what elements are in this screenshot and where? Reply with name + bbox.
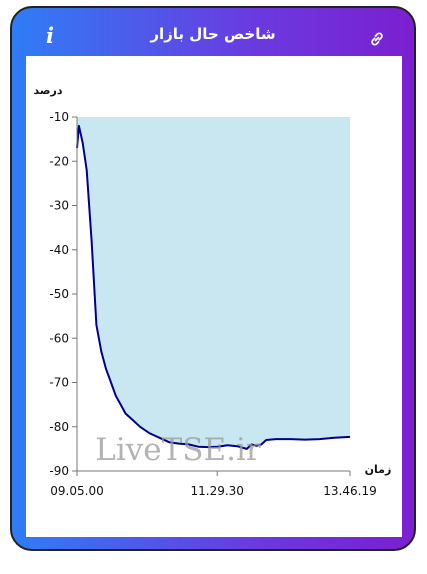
x-axis-label: زمان — [365, 463, 392, 476]
y-tick-label: -10 — [49, 110, 69, 124]
watermark: LiveTSE.ir — [95, 432, 261, 468]
y-tick-label: -70 — [49, 376, 69, 390]
widget-header: i شاخص حال بازار — [12, 8, 414, 58]
widget-card: i شاخص حال بازار -10 -20 -30 -40 -50 -60 -70 -8… — [10, 6, 416, 551]
x-tick-label: 11.29.30 — [191, 484, 244, 498]
y-tick-label: -50 — [49, 287, 69, 301]
y-tick-label: -20 — [49, 154, 69, 168]
y-tick-label: -60 — [49, 331, 69, 345]
y-tick-label: -80 — [49, 420, 69, 434]
series-area-fill — [77, 117, 350, 449]
link-icon[interactable] — [368, 30, 386, 48]
y-tick-label: -40 — [49, 243, 69, 257]
chart-panel: -10 -20 -30 -40 -50 -60 -70 -80 -90 09.05.00 11.29… — [26, 56, 402, 537]
info-icon[interactable]: i — [46, 23, 54, 48]
y-tick-label: -30 — [49, 199, 69, 213]
widget-title: شاخص حال بازار — [150, 25, 276, 43]
market-index-chart: -10 -20 -30 -40 -50 -60 -70 -80 -90 09.05.00 11.29… — [34, 84, 392, 498]
y-axis-label: درصد — [34, 84, 63, 97]
x-tick-label: 09.05.00 — [50, 484, 103, 498]
x-tick-label: 13.46.19 — [323, 484, 376, 498]
y-tick-label: -90 — [49, 464, 69, 478]
series-line — [76, 124, 351, 450]
